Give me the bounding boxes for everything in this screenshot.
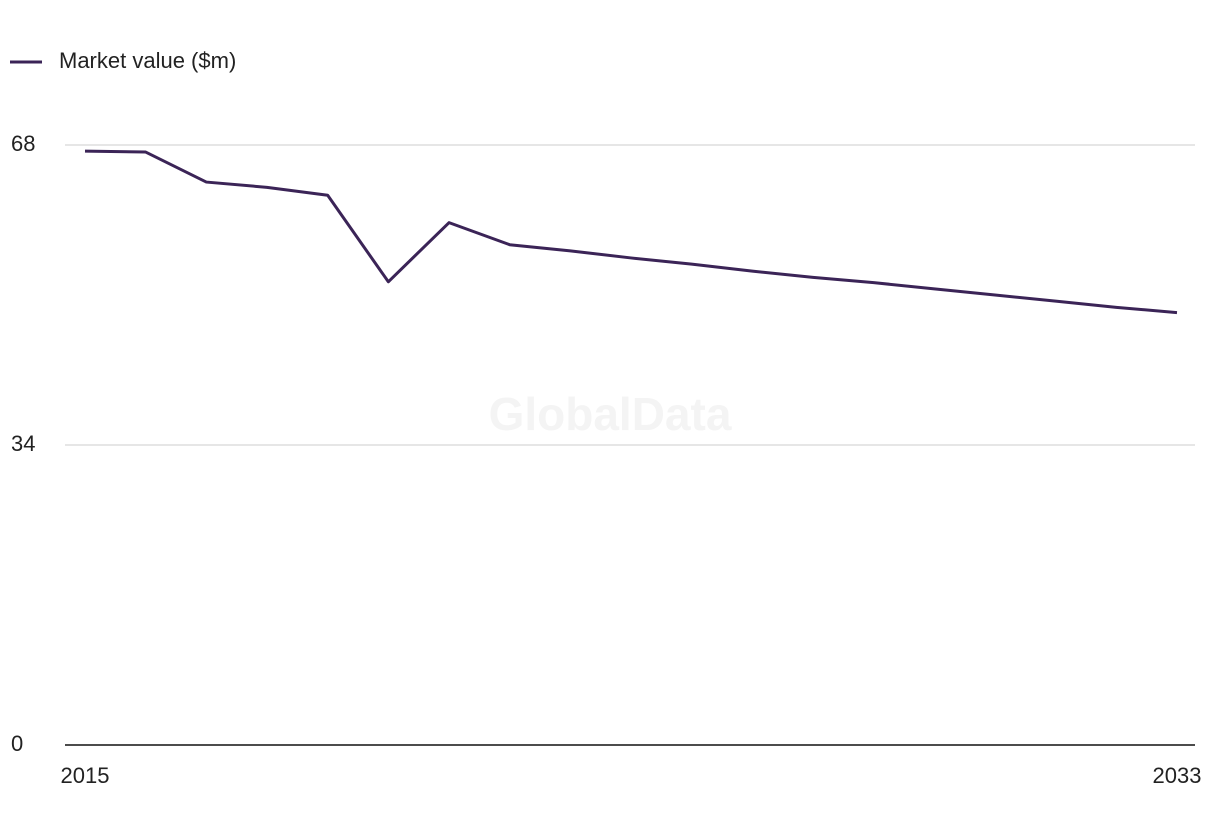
y-tick-label: 0 [11,731,23,756]
watermark: GlobalData [489,388,732,440]
legend-label: Market value ($m) [59,48,236,73]
y-tick-label: 34 [11,431,35,456]
x-tick-label: 2015 [61,763,110,788]
series-line [84,149,1178,315]
x-tick-label: 2033 [1153,763,1202,788]
y-tick-label: 68 [11,131,35,156]
